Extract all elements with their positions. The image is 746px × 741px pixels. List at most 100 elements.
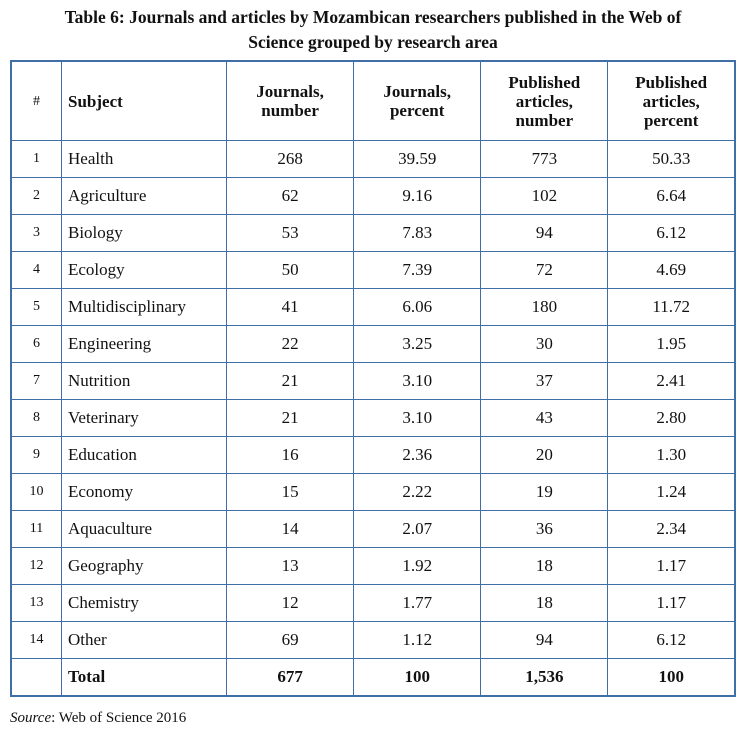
value-cell: 7.83 bbox=[353, 214, 482, 252]
table-row: 3 Biology 53 7.83 94 6.12 bbox=[10, 214, 736, 252]
subject-cell: Other bbox=[61, 621, 227, 659]
table-body: 1 Health 268 39.59 773 50.33 2 Agriculture 62 9.1… bbox=[10, 140, 736, 697]
value-cell: 41 bbox=[225, 288, 355, 326]
header-text: Published articles, percent bbox=[635, 72, 708, 130]
table-row: 8 Veterinary 21 3.10 43 2.80 bbox=[10, 399, 736, 437]
subject-cell: Biology bbox=[61, 214, 227, 252]
column-header: Subject bbox=[61, 60, 227, 141]
value-cell: 18 bbox=[480, 547, 609, 585]
value-cell: 1.17 bbox=[607, 547, 736, 585]
subject-cell: Multidisciplinary bbox=[61, 288, 227, 326]
table-row: 10 Economy 15 2.22 19 1.24 bbox=[10, 473, 736, 511]
row-number: 8 bbox=[10, 399, 62, 437]
value-cell: 1.30 bbox=[607, 436, 736, 474]
subject-cell: Nutrition bbox=[61, 362, 227, 400]
table-row: 6 Engineering 22 3.25 30 1.95 bbox=[10, 325, 736, 363]
value-cell: 6.64 bbox=[607, 177, 736, 215]
total-row: Total 677 100 1,536 100 bbox=[10, 658, 736, 697]
value-cell: 94 bbox=[480, 621, 609, 659]
value-cell: 21 bbox=[225, 399, 355, 437]
value-cell: 1.92 bbox=[353, 547, 482, 585]
value-cell: 1.17 bbox=[607, 584, 736, 622]
value-cell: 14 bbox=[225, 510, 355, 548]
subject-cell: Economy bbox=[61, 473, 227, 511]
row-number: 9 bbox=[10, 436, 62, 474]
table-row: 12 Geography 13 1.92 18 1.17 bbox=[10, 547, 736, 585]
value-cell: 180 bbox=[480, 288, 609, 326]
value-cell: 16 bbox=[225, 436, 355, 474]
column-header: # bbox=[10, 60, 62, 141]
row-number: 10 bbox=[10, 473, 62, 511]
data-table: # Subject Journals, number Journals, percen… bbox=[10, 60, 736, 697]
subject-cell: Ecology bbox=[61, 251, 227, 289]
column-header: Published articles, percent bbox=[607, 60, 736, 141]
value-cell: 94 bbox=[480, 214, 609, 252]
subject-cell: Chemistry bbox=[61, 584, 227, 622]
value-cell: 1.12 bbox=[353, 621, 482, 659]
subject-cell: Geography bbox=[61, 547, 227, 585]
value-cell: 62 bbox=[225, 177, 355, 215]
value-cell: 268 bbox=[225, 140, 355, 178]
value-cell: 2.41 bbox=[607, 362, 736, 400]
value-cell: 6.12 bbox=[607, 214, 736, 252]
value-cell: 50 bbox=[225, 251, 355, 289]
value-cell: 36 bbox=[480, 510, 609, 548]
value-cell: 19 bbox=[480, 473, 609, 511]
source-label: Source bbox=[10, 710, 52, 726]
value-cell: 43 bbox=[480, 399, 609, 437]
row-number: 13 bbox=[10, 584, 62, 622]
value-cell: 72 bbox=[480, 251, 609, 289]
row-number bbox=[10, 658, 62, 697]
table-row: 13 Chemistry 12 1.77 18 1.17 bbox=[10, 584, 736, 622]
column-header: Journals, percent bbox=[353, 60, 482, 141]
table-row: 4 Ecology 50 7.39 72 4.69 bbox=[10, 251, 736, 289]
table-row: 1 Health 268 39.59 773 50.33 bbox=[10, 140, 736, 178]
value-cell: 13 bbox=[225, 547, 355, 585]
column-header: Published articles, number bbox=[480, 60, 609, 141]
subject-cell: Education bbox=[61, 436, 227, 474]
value-cell: 18 bbox=[480, 584, 609, 622]
subject-cell: Total bbox=[61, 658, 227, 697]
value-cell: 3.10 bbox=[353, 399, 482, 437]
value-cell: 4.69 bbox=[607, 251, 736, 289]
table-row: 11 Aquaculture 14 2.07 36 2.34 bbox=[10, 510, 736, 548]
table-row: 2 Agriculture 62 9.16 102 6.64 bbox=[10, 177, 736, 215]
value-cell: 15 bbox=[225, 473, 355, 511]
row-number: 14 bbox=[10, 621, 62, 659]
value-cell: 12 bbox=[225, 584, 355, 622]
value-cell: 1.24 bbox=[607, 473, 736, 511]
value-cell: 2.36 bbox=[353, 436, 482, 474]
subject-cell: Veterinary bbox=[61, 399, 227, 437]
value-cell: 773 bbox=[480, 140, 609, 178]
value-cell: 53 bbox=[225, 214, 355, 252]
header-text: Journals, number bbox=[256, 82, 324, 120]
value-cell: 100 bbox=[607, 658, 736, 697]
subject-cell: Health bbox=[61, 140, 227, 178]
value-cell: 1,536 bbox=[480, 658, 609, 697]
row-number: 1 bbox=[10, 140, 62, 178]
row-number: 6 bbox=[10, 325, 62, 363]
value-cell: 677 bbox=[225, 658, 355, 697]
subject-cell: Aquaculture bbox=[61, 510, 227, 548]
subject-cell: Agriculture bbox=[61, 177, 227, 215]
row-number: 2 bbox=[10, 177, 62, 215]
row-number: 4 bbox=[10, 251, 62, 289]
table-row: 5 Multidisciplinary 41 6.06 180 11.72 bbox=[10, 288, 736, 326]
subject-cell: Engineering bbox=[61, 325, 227, 363]
row-number: 11 bbox=[10, 510, 62, 548]
value-cell: 21 bbox=[225, 362, 355, 400]
value-cell: 1.77 bbox=[353, 584, 482, 622]
header-text: Journals, percent bbox=[383, 82, 451, 120]
value-cell: 3.25 bbox=[353, 325, 482, 363]
value-cell: 9.16 bbox=[353, 177, 482, 215]
value-cell: 37 bbox=[480, 362, 609, 400]
table-row: 9 Education 16 2.36 20 1.30 bbox=[10, 436, 736, 474]
value-cell: 11.72 bbox=[607, 288, 736, 326]
value-cell: 100 bbox=[353, 658, 482, 697]
value-cell: 102 bbox=[480, 177, 609, 215]
value-cell: 30 bbox=[480, 325, 609, 363]
value-cell: 50.33 bbox=[607, 140, 736, 178]
value-cell: 2.07 bbox=[353, 510, 482, 548]
value-cell: 2.22 bbox=[353, 473, 482, 511]
